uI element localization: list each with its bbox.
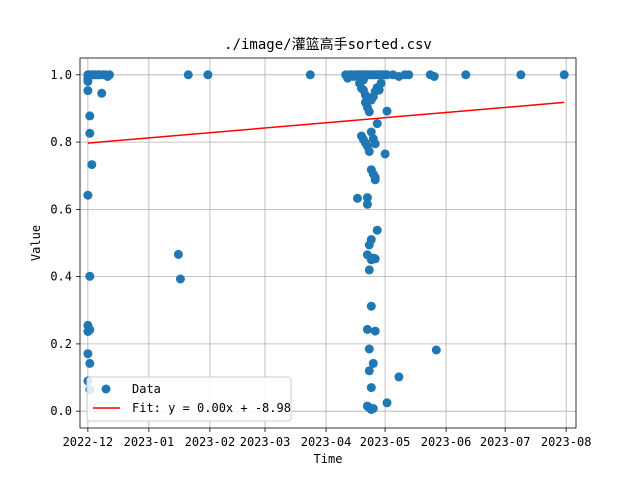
y-axis-ticks: 0.0 0.2 0.4 0.6 0.8 1.0 bbox=[50, 68, 80, 418]
data-point bbox=[85, 111, 95, 121]
data-point bbox=[364, 366, 374, 376]
x-tick-label: 2023-05 bbox=[360, 435, 411, 449]
legend: Data Fit: y = 0.00x + -8.98 bbox=[86, 376, 292, 422]
data-point bbox=[364, 147, 374, 156]
data-point bbox=[175, 274, 185, 284]
data-point bbox=[382, 398, 392, 408]
x-axis-label: Time bbox=[314, 452, 343, 466]
fit-line bbox=[87, 101, 565, 144]
x-tick-label: 2023-01 bbox=[124, 435, 175, 449]
data-point bbox=[461, 70, 471, 80]
data-point bbox=[366, 383, 376, 393]
y-tick-label: 0.4 bbox=[50, 270, 72, 284]
y-tick-label: 0.8 bbox=[50, 135, 72, 149]
y-tick-label: 1.0 bbox=[50, 68, 72, 82]
data-point bbox=[87, 160, 97, 170]
data-point bbox=[183, 70, 193, 80]
data-point bbox=[173, 249, 183, 259]
data-point bbox=[360, 90, 370, 100]
data-point bbox=[362, 324, 372, 334]
data-point bbox=[85, 358, 95, 368]
x-tick-label: 2023-07 bbox=[480, 435, 531, 449]
data-point bbox=[97, 88, 107, 98]
data-point bbox=[382, 106, 392, 116]
grid-lines bbox=[80, 58, 576, 428]
data-point bbox=[362, 199, 372, 209]
legend-fit-label: Fit: y = 0.00x + -8.98 bbox=[132, 401, 291, 415]
data-point bbox=[362, 193, 372, 203]
data-point bbox=[305, 70, 315, 80]
data-point bbox=[83, 86, 93, 96]
data-point bbox=[366, 301, 376, 311]
data-point bbox=[370, 175, 380, 185]
data-point bbox=[353, 193, 362, 203]
legend-box bbox=[86, 376, 292, 422]
data-point bbox=[364, 240, 374, 250]
data-points bbox=[83, 70, 569, 414]
chart-title: ./image/灌篮高手sorted.csv bbox=[224, 36, 432, 53]
data-point bbox=[429, 72, 439, 81]
data-point bbox=[516, 70, 526, 80]
data-point bbox=[364, 344, 374, 354]
x-tick-label: 2023-08 bbox=[541, 435, 592, 449]
y-tick-label: 0.0 bbox=[50, 404, 72, 418]
data-point bbox=[370, 326, 380, 336]
x-tick-label: 2023-04 bbox=[301, 435, 352, 449]
data-point bbox=[394, 372, 404, 382]
data-point bbox=[372, 119, 382, 129]
data-point bbox=[105, 70, 114, 80]
y-tick-label: 0.6 bbox=[50, 202, 72, 216]
data-point bbox=[83, 327, 93, 336]
legend-data-label: Data bbox=[132, 382, 161, 396]
x-tick-label: 2022-12 bbox=[63, 435, 114, 449]
x-tick-label: 2023-03 bbox=[240, 435, 291, 449]
data-point bbox=[366, 255, 376, 265]
data-point bbox=[559, 70, 569, 80]
plot-frame bbox=[79, 57, 577, 429]
y-tick-label: 0.2 bbox=[50, 337, 72, 351]
data-point bbox=[203, 70, 213, 80]
data-point bbox=[358, 75, 368, 85]
y-axis-label: Value bbox=[29, 225, 43, 261]
data-point bbox=[85, 128, 95, 138]
data-point bbox=[368, 358, 378, 368]
x-axis-ticks: 2022-12 2023-01 2023-02 2023-03 2023-04 2023-… bbox=[63, 428, 592, 449]
x-tick-label: 2023-06 bbox=[421, 435, 472, 449]
data-point bbox=[368, 404, 378, 413]
data-point bbox=[431, 345, 441, 355]
data-point bbox=[364, 107, 374, 117]
data-point bbox=[370, 139, 380, 149]
data-point bbox=[376, 78, 386, 88]
data-point bbox=[83, 349, 93, 359]
data-point bbox=[364, 265, 374, 275]
data-point bbox=[85, 271, 95, 281]
legend-data-marker bbox=[101, 384, 111, 394]
data-point bbox=[372, 225, 382, 235]
data-point bbox=[380, 149, 390, 159]
data-point bbox=[404, 70, 414, 80]
data-point bbox=[83, 190, 93, 200]
x-tick-label: 2023-02 bbox=[185, 435, 236, 449]
data-point bbox=[374, 85, 384, 95]
